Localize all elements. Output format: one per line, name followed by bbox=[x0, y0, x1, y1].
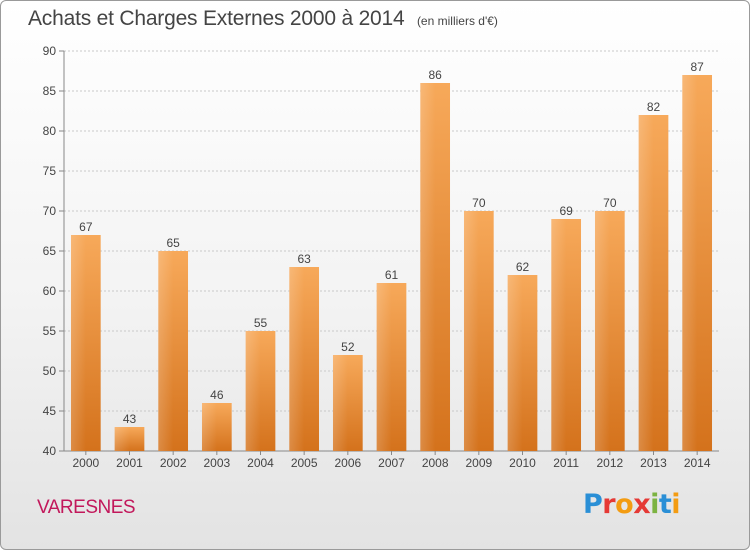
bar-chart: 40 45 50 55 60 65 70 75 80 85 90 67 2000 43 2001 65 2002… bbox=[43, 44, 719, 470]
x-tick-label: 2006 bbox=[334, 456, 361, 470]
x-tick-label: 2001 bbox=[116, 456, 143, 470]
data-label: 87 bbox=[690, 60, 704, 74]
data-label: 70 bbox=[472, 196, 486, 210]
data-label: 61 bbox=[385, 268, 399, 282]
logo-letter: r bbox=[602, 489, 616, 520]
bar-highlight bbox=[70, 235, 86, 451]
data-label: 70 bbox=[603, 196, 617, 210]
bar-highlight bbox=[638, 115, 654, 451]
bar-highlight bbox=[289, 267, 305, 451]
logo-letter: x bbox=[633, 489, 651, 520]
bar-highlight bbox=[463, 211, 479, 451]
x-tick-label: 2002 bbox=[160, 456, 187, 470]
y-tick-label: 50 bbox=[43, 364, 57, 378]
data-label: 63 bbox=[297, 252, 311, 266]
bar-highlight bbox=[507, 275, 523, 451]
logo-letter: t bbox=[658, 489, 672, 520]
y-tick-label: 90 bbox=[43, 44, 57, 58]
data-label: 82 bbox=[647, 100, 661, 114]
y-tick-label: 45 bbox=[43, 404, 57, 418]
x-tick-label: 2014 bbox=[684, 456, 711, 470]
bar-highlight bbox=[594, 211, 610, 451]
title-text: Achats et Charges Externes 2000 à 2014 bbox=[28, 7, 405, 30]
logo-letter: o bbox=[615, 489, 634, 520]
y-tick-label: 80 bbox=[43, 124, 57, 138]
data-label: 65 bbox=[166, 236, 180, 250]
bar-highlight bbox=[376, 283, 392, 451]
bar-highlight bbox=[114, 427, 130, 451]
y-tick-label: 65 bbox=[43, 244, 57, 258]
logo-letter: P bbox=[583, 489, 603, 520]
x-tick-label: 2009 bbox=[465, 456, 492, 470]
data-label: 46 bbox=[210, 388, 224, 402]
x-tick-label: 2005 bbox=[291, 456, 318, 470]
proxiti-logo: Proxiti bbox=[583, 489, 681, 520]
x-tick-label: 2012 bbox=[596, 456, 623, 470]
bar-highlight bbox=[420, 83, 436, 451]
bar-highlight bbox=[158, 251, 174, 451]
y-tick-label: 70 bbox=[43, 204, 57, 218]
x-tick-label: 2003 bbox=[203, 456, 230, 470]
data-label: 55 bbox=[254, 316, 268, 330]
y-tick-label: 85 bbox=[43, 84, 57, 98]
bar-highlight bbox=[682, 75, 698, 451]
x-tick-label: 2000 bbox=[72, 456, 99, 470]
logo-letter: i bbox=[671, 489, 681, 520]
logo-letter: i bbox=[650, 489, 659, 520]
y-tick-label: 55 bbox=[43, 324, 57, 338]
y-tick-label: 75 bbox=[43, 164, 57, 178]
x-tick-label: 2010 bbox=[509, 456, 536, 470]
data-label: 43 bbox=[123, 412, 137, 426]
subtitle-text: (en milliers d'€) bbox=[416, 14, 498, 28]
x-tick-label: 2008 bbox=[422, 456, 449, 470]
bar-highlight bbox=[551, 219, 567, 451]
bar-highlight bbox=[332, 355, 348, 451]
data-label: 52 bbox=[341, 340, 355, 354]
data-label: 62 bbox=[516, 260, 530, 274]
x-tick-label: 2011 bbox=[553, 456, 579, 470]
bar-highlight bbox=[245, 331, 261, 451]
data-label: 69 bbox=[559, 204, 573, 218]
y-tick-label: 60 bbox=[43, 284, 57, 298]
x-tick-label: 2004 bbox=[247, 456, 274, 470]
bar-highlight bbox=[201, 403, 217, 451]
commune-name: VARESNES bbox=[37, 497, 136, 518]
data-label: 86 bbox=[428, 68, 442, 82]
data-label: 67 bbox=[79, 220, 93, 234]
y-tick-label: 40 bbox=[43, 444, 57, 458]
x-tick-label: 2013 bbox=[640, 456, 667, 470]
x-tick-label: 2007 bbox=[378, 456, 405, 470]
chart-title: Achats et Charges Externes 2000 à 2014 (… bbox=[28, 7, 498, 31]
